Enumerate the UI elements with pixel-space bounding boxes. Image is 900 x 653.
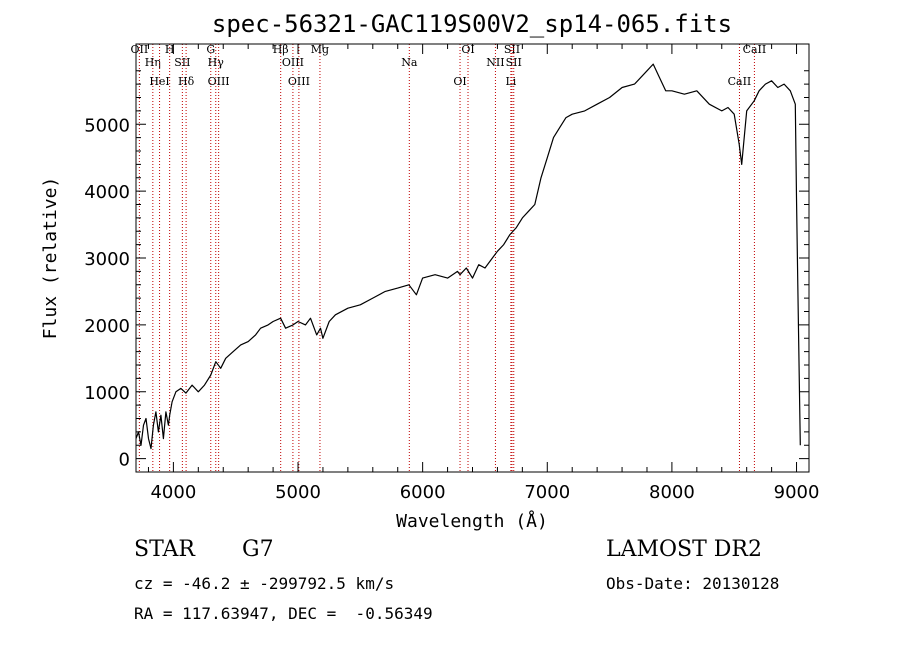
redshift-velocity: cz = -46.2 ± -299792.5 km/s [134, 574, 395, 593]
x-tick-label: 9000 [774, 482, 820, 503]
spectral-line-label: OI [453, 75, 466, 88]
object-class: STAR [134, 537, 195, 562]
y-tick-label: 5000 [84, 115, 130, 136]
spectral-line-label: SII [504, 43, 520, 56]
spectral-line-label: Li [505, 75, 516, 88]
spectral-line-label: OIII [208, 75, 230, 88]
spectral-line-label: OI [461, 43, 474, 56]
plot-area: OIIHηHeIHSIIHδGHγOIIIHβOIIIOIIIMgNaOIOIN… [84, 43, 819, 503]
chart-title: spec-56321-GAC119S00V2_sp14-065.fits [212, 10, 732, 38]
spectral-line-label: CaII [728, 75, 752, 88]
spectral-line-label: Hβ [273, 43, 289, 56]
y-tick-label: 1000 [84, 383, 130, 404]
x-tick-label: 8000 [649, 482, 695, 503]
y-tick-label: 0 [119, 450, 130, 471]
survey-name: LAMOST DR2 [606, 537, 762, 562]
spectral-line-label: OII [131, 43, 149, 56]
spectral-line-label: HeI [149, 75, 169, 88]
ra-dec: RA = 117.63947, DEC = -0.56349 [134, 604, 433, 623]
spectral-line-label: Hγ [208, 56, 225, 69]
x-axis-title: Wavelength (Å) [396, 510, 548, 532]
y-tick-label: 3000 [84, 249, 130, 270]
y-axis-title: Flux (relative) [40, 177, 61, 340]
y-tick-label: 2000 [84, 316, 130, 337]
spectral-line-label: Na [401, 56, 418, 69]
spectral-line-label: CaII [743, 43, 767, 56]
x-tick-label: 5000 [275, 482, 321, 503]
spectral-line-label: G [206, 43, 215, 56]
spectral-line-label: Hδ [178, 75, 195, 88]
spectrum-series-line [135, 63, 801, 450]
obs-date: Obs-Date: 20130128 [606, 574, 780, 593]
spectral-line-label: OIII [282, 56, 304, 69]
spectral-line-label: Mg [311, 43, 329, 56]
spectral-line-label: Hη [145, 56, 161, 69]
spectral-line-label: NII [486, 56, 504, 69]
x-tick-label: 6000 [400, 482, 446, 503]
spectral-line-label: H [165, 43, 175, 56]
plot-frame [135, 43, 810, 473]
y-tick-label: 4000 [84, 182, 130, 203]
x-tick-label: 4000 [150, 482, 196, 503]
object-subclass: G7 [242, 537, 274, 562]
spectral-line-label: SII [506, 56, 522, 69]
spectral-line-label: OIII [288, 75, 310, 88]
spectral-line-label: SII [174, 56, 190, 69]
x-tick-label: 7000 [524, 482, 570, 503]
